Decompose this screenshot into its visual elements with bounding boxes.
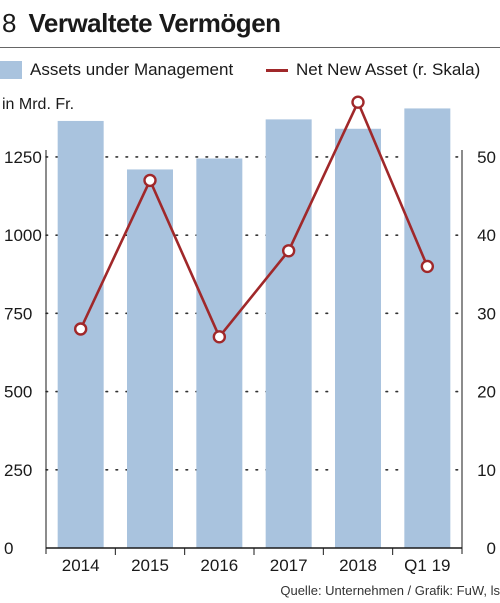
bar xyxy=(196,158,243,548)
chart-title: Verwaltete Vermögen xyxy=(28,8,281,38)
line-marker xyxy=(143,173,157,188)
y-right-tick-label: 20 xyxy=(477,383,496,402)
bar xyxy=(265,119,312,548)
line-marker xyxy=(73,322,88,336)
title-row: 8 Verwaltete Vermögen xyxy=(0,8,281,42)
legend-label-nna: Net New Asset (r. Skala) xyxy=(296,60,481,79)
legend-swatch-bar xyxy=(0,61,22,79)
axes: 0 250 500 750 1000 1250 0 10 20 30 40 50 2014 2015 201… xyxy=(4,148,496,575)
bar xyxy=(127,169,173,548)
x-tick-label: 2018 xyxy=(339,556,377,575)
legend-label-assets: Assets under Management xyxy=(30,60,234,79)
legend-item-nna: Net New Asset (r. Skala) xyxy=(266,60,480,80)
bar xyxy=(335,128,381,548)
y-right-tick-label: 10 xyxy=(477,461,496,480)
y-right-tick-label: 30 xyxy=(477,304,496,323)
y-left-tick-label: 1250 xyxy=(4,148,42,167)
y-left-tick-label: 750 xyxy=(4,304,32,323)
y-right-tick-label: 50 xyxy=(477,148,496,167)
figure-number: 8 xyxy=(2,8,17,38)
y-left-tick-label: 250 xyxy=(4,461,32,480)
y-left-tick-label: 0 xyxy=(4,539,13,558)
bar-series xyxy=(57,108,451,548)
x-tick-label: 2017 xyxy=(270,556,308,575)
line-marker xyxy=(420,259,435,274)
x-tick-label: 2015 xyxy=(131,556,169,575)
y-axis-unit-label: in Mrd. Fr. xyxy=(2,96,75,113)
x-tick-label: 2016 xyxy=(200,556,238,575)
y-right-tick-label: 0 xyxy=(487,539,496,558)
line-marker xyxy=(281,244,296,258)
legend-swatch-line xyxy=(266,68,288,72)
bar xyxy=(404,108,451,548)
x-tick-label: Q1 19 xyxy=(404,556,450,575)
grid-lines xyxy=(45,156,463,471)
line-series xyxy=(73,95,435,344)
title-divider xyxy=(0,47,500,48)
x-tick-label: 2014 xyxy=(62,556,100,575)
legend: Assets under Management Net New Asset (r… xyxy=(0,60,500,84)
y-left-tick-label: 500 xyxy=(4,383,32,402)
y-left-tick-label: 1000 xyxy=(4,226,42,245)
y-right-tick-label: 40 xyxy=(477,226,496,245)
source-note: Quelle: Unternehmen / Grafik: FuW, ls xyxy=(280,583,500,598)
line-marker xyxy=(351,95,365,109)
legend-item-assets: Assets under Management xyxy=(0,60,233,80)
series-line xyxy=(79,98,429,340)
line-marker xyxy=(212,330,227,344)
